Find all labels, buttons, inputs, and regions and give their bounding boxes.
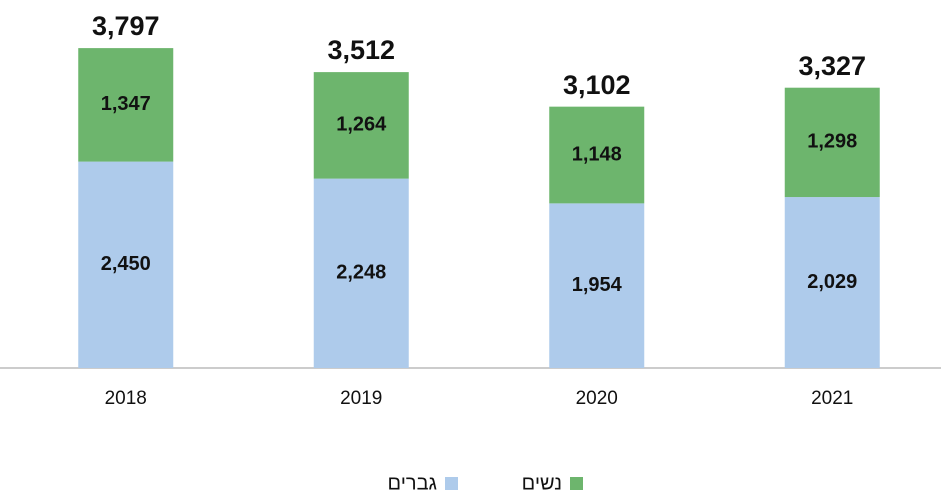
total-label: 3,512 [327,35,395,65]
bar-segment [549,106,645,204]
x-tick-label: 2018 [105,388,147,409]
x-tick-label: 2019 [340,388,382,409]
bar-segment [78,48,174,162]
bar-segment [549,203,645,368]
data-label: 1,264 [336,114,387,136]
total-label: 3,102 [563,70,631,100]
total-label: 3,797 [92,11,160,41]
legend-label: גברים [388,472,437,494]
legend-swatch [570,477,583,490]
bar-segment [78,161,174,368]
bar-segment [784,197,880,368]
data-label: 1,347 [101,93,151,115]
data-label: 2,450 [101,253,151,275]
data-label: 2,029 [807,271,857,293]
total-label: 3,327 [798,51,866,81]
legend-swatch [445,477,458,490]
data-label: 1,148 [572,143,622,165]
data-label: 2,248 [336,262,386,284]
bar-segment [313,72,409,179]
data-label: 1,298 [807,131,857,153]
legend-label: נשים [522,472,562,494]
x-tick-label: 2020 [576,388,618,409]
bar-segment [784,87,880,198]
data-label: 1,954 [572,274,623,296]
x-tick-label: 2021 [811,388,853,409]
bar-segment [313,178,409,368]
